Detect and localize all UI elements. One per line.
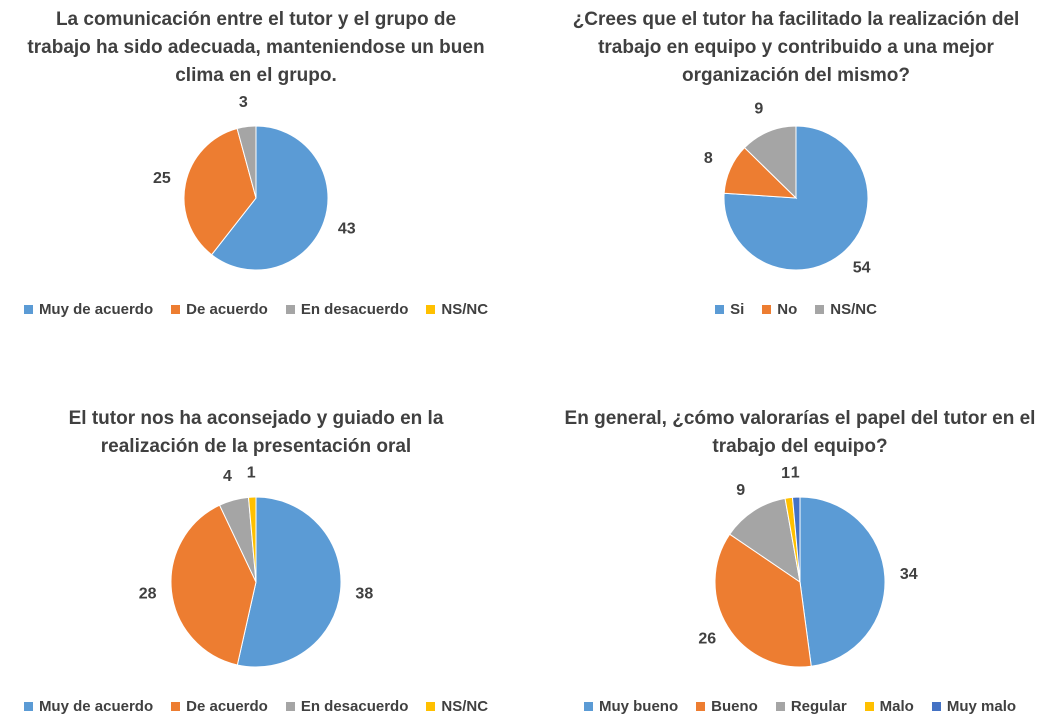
legend-label: De acuerdo	[186, 301, 268, 318]
legend-label: En desacuerdo	[300, 301, 409, 318]
legend-swatch	[23, 702, 33, 711]
legend-label: En desacuerdo	[300, 698, 409, 715]
legend-swatch	[775, 702, 785, 711]
data-label: 4	[223, 468, 232, 485]
legend: Muy de acuerdo De acuerdo En desacuerdo NS/…	[0, 301, 516, 318]
pie-slice	[714, 533, 812, 668]
data-label: 9	[754, 101, 763, 118]
data-label: 54	[853, 259, 871, 276]
legend-swatch	[931, 702, 941, 711]
legend-swatch	[426, 702, 436, 711]
legend-label: Si	[730, 301, 745, 318]
legend-item: Malo	[864, 698, 914, 715]
legend-swatch	[285, 702, 295, 711]
legend-label: NS/NC	[441, 698, 489, 715]
pie-slice	[170, 504, 257, 666]
legend-swatch	[426, 305, 436, 314]
data-label: 3	[239, 94, 248, 111]
legend-item: De acuerdo	[171, 301, 268, 318]
pie-slice	[743, 125, 797, 200]
pie-slice	[183, 127, 257, 256]
legend-item: Si	[715, 301, 744, 318]
legend-label: Muy de acuerdo	[38, 698, 154, 715]
legend-label: No	[777, 301, 798, 318]
legend-swatch	[864, 702, 874, 711]
chart-title: ¿Crees que el tutor ha facilitado la rea…	[572, 9, 1020, 86]
legend-swatch	[285, 305, 295, 314]
legend-item: No	[762, 301, 797, 318]
legend-item: En desacuerdo	[285, 698, 409, 715]
legend-label: NS/NC	[441, 301, 489, 318]
legend-label: Bueno	[711, 698, 758, 715]
legend-label: De acuerdo	[186, 698, 268, 715]
data-label: 38	[355, 585, 373, 602]
data-label: 34	[900, 566, 918, 583]
legend-label: NS/NC	[830, 301, 877, 318]
legend-swatch	[762, 305, 772, 314]
pie-slice	[791, 496, 801, 583]
pie-slice	[247, 496, 257, 583]
legend-item: De acuerdo	[171, 698, 268, 715]
pie-slice	[236, 496, 342, 668]
legend-label: Muy de acuerdo	[38, 301, 154, 318]
legend-swatch	[815, 305, 825, 314]
legend-label: Malo	[879, 698, 914, 715]
legend-item: Regular	[775, 698, 847, 715]
data-label: 1	[781, 465, 790, 482]
data-label: 43	[338, 220, 356, 237]
data-label: 25	[153, 170, 171, 187]
legend-item: NS/NC	[815, 301, 877, 318]
data-label: 8	[704, 150, 713, 167]
legend-item: Muy de acuerdo	[23, 698, 154, 715]
legend-label: Muy bueno	[598, 698, 679, 715]
legend-swatch	[23, 305, 33, 314]
legend-item: Muy bueno	[583, 698, 679, 715]
legend: Muy de acuerdo De acuerdo En desacuerdo NS/…	[0, 698, 516, 715]
legend-swatch	[696, 702, 706, 711]
legend-swatch	[715, 305, 725, 314]
legend-label: Regular	[790, 698, 847, 715]
chart-title: La comunicación entre el tutor y el grup…	[27, 9, 485, 86]
legend-item: Muy malo	[931, 698, 1017, 715]
chart-title: El tutor nos ha aconsejado y guiado en l…	[68, 408, 444, 457]
pie-slice	[210, 125, 329, 271]
data-label: 28	[139, 585, 157, 602]
chart-title: En general, ¿cómo valorarías el papel de…	[564, 408, 1036, 457]
data-label: 9	[736, 482, 745, 499]
legend-swatch	[583, 702, 593, 711]
legend-item: Bueno	[696, 698, 758, 715]
data-label: 26	[698, 630, 716, 647]
data-label: 1	[247, 464, 256, 481]
pie-slice	[729, 497, 801, 584]
legend-item: NS/NC	[426, 698, 488, 715]
legend-item: En desacuerdo	[285, 301, 409, 318]
legend-swatch	[171, 702, 181, 711]
legend-item: Muy de acuerdo	[23, 301, 154, 318]
legend: Si No NS/NC	[536, 301, 1047, 318]
legend: Muy bueno Bueno Regular Malo Muy malo	[540, 698, 1047, 715]
pie-slice	[799, 496, 886, 667]
legend-label: Muy malo	[946, 698, 1017, 715]
data-label: 1	[791, 464, 800, 481]
legend-swatch	[171, 305, 181, 314]
legend-item: NS/NC	[426, 301, 488, 318]
